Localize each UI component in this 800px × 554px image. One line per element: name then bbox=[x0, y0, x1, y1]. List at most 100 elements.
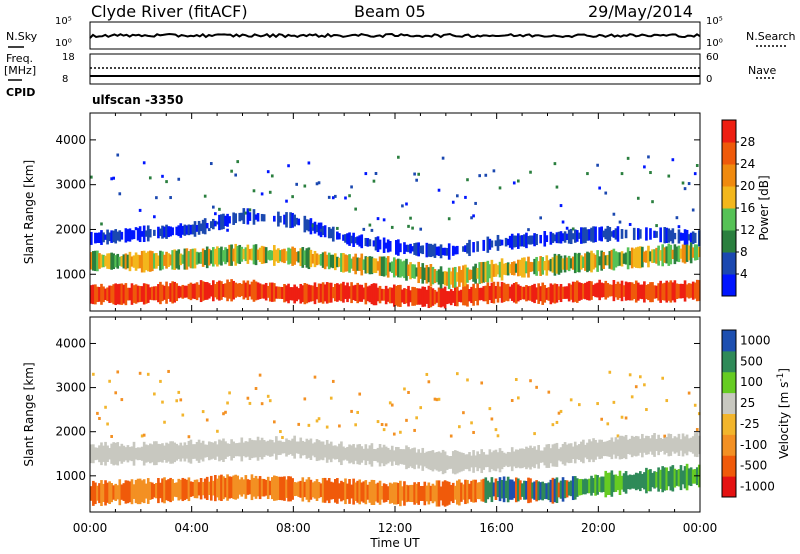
velocity-zero-band bbox=[478, 454, 481, 469]
nave-top-tick: 60 bbox=[706, 52, 719, 63]
power-echo-mid bbox=[161, 251, 164, 270]
power-echo-mid bbox=[388, 262, 392, 272]
power-speck bbox=[411, 226, 414, 230]
velocity-zero-band bbox=[553, 443, 557, 467]
power-speck bbox=[303, 184, 307, 188]
power-echo-low bbox=[159, 281, 162, 305]
power-echo-low bbox=[195, 282, 199, 301]
power-echo-mid bbox=[514, 263, 518, 273]
velocity-echo bbox=[301, 477, 305, 502]
power-echo-mid bbox=[510, 262, 514, 276]
velocity-echo bbox=[98, 483, 101, 504]
velocity-echo bbox=[671, 465, 675, 492]
power-echo-low bbox=[346, 282, 349, 303]
power-echo-high bbox=[636, 228, 640, 240]
power-echo-mid bbox=[279, 250, 282, 262]
velocity-echo bbox=[401, 486, 404, 501]
power-echo-low bbox=[643, 281, 646, 303]
velocity-echo bbox=[411, 484, 414, 503]
power-echo-high bbox=[571, 233, 575, 240]
power-echo-low bbox=[675, 283, 679, 300]
power-echo-high bbox=[90, 231, 93, 245]
velocity-echo bbox=[602, 476, 606, 493]
velocity-speck bbox=[697, 412, 701, 416]
power-echo-mid bbox=[199, 251, 203, 264]
power-echo-low bbox=[331, 287, 335, 299]
velocity-speck bbox=[114, 391, 118, 395]
velocity-colorbar-segment bbox=[722, 455, 736, 477]
velocity-zero-band bbox=[283, 441, 286, 454]
velocity-speck bbox=[254, 387, 258, 391]
power-speck bbox=[464, 195, 467, 199]
power-echo-low bbox=[323, 284, 327, 302]
power-echo-mid bbox=[372, 258, 376, 273]
velocity-zero-band bbox=[584, 444, 587, 458]
power-echo-low bbox=[596, 282, 599, 298]
velocity-echo bbox=[547, 482, 551, 501]
power-echo-mid bbox=[624, 252, 628, 265]
velocity-speck bbox=[578, 403, 581, 407]
power-echo-mid bbox=[90, 252, 93, 270]
power-colorbar-title: Power [dB] bbox=[757, 175, 771, 240]
power-echo-low bbox=[474, 288, 477, 301]
velocity-zero-band bbox=[612, 441, 616, 455]
velocity-zero-band bbox=[569, 443, 573, 463]
freq-label: Freq. bbox=[6, 52, 34, 65]
power-echo-high bbox=[354, 237, 357, 244]
power-echo-mid bbox=[120, 256, 124, 267]
velocity-echo bbox=[578, 479, 581, 496]
velocity-speck bbox=[529, 379, 532, 383]
velocity-zero-band bbox=[358, 444, 362, 465]
power-echo-mid bbox=[102, 254, 105, 268]
velocity-echo bbox=[535, 480, 538, 502]
power-echo-mid bbox=[539, 256, 542, 276]
velocity-echo bbox=[167, 479, 170, 502]
power-echo-low bbox=[677, 283, 681, 299]
velocity-colorbar-bracket: ] bbox=[777, 368, 791, 373]
velocity-zero-band bbox=[413, 447, 416, 470]
power-echo-mid bbox=[451, 267, 455, 288]
power-echo-high bbox=[112, 230, 115, 243]
velocity-speck bbox=[201, 410, 205, 414]
power-echo-mid bbox=[517, 259, 520, 277]
velocity-speck bbox=[433, 397, 437, 401]
velocity-echo bbox=[449, 484, 453, 502]
velocity-echo bbox=[187, 477, 191, 502]
velocity-echo bbox=[236, 475, 240, 499]
velocity-speck bbox=[559, 409, 563, 413]
power-echo-low bbox=[169, 283, 172, 302]
power-echo-low bbox=[224, 283, 227, 298]
velocity-echo bbox=[384, 484, 388, 502]
velocity-echo bbox=[661, 466, 664, 493]
velocity-zero-band bbox=[191, 444, 195, 459]
power-echo-low bbox=[108, 285, 111, 303]
power-echo-low bbox=[258, 283, 262, 300]
power-echo-high bbox=[331, 226, 335, 242]
power-echo-low bbox=[96, 286, 99, 303]
power-echo-high bbox=[665, 227, 669, 244]
velocity-zero-band bbox=[411, 448, 414, 469]
power-echo-mid bbox=[559, 255, 563, 273]
power-echo-mid bbox=[148, 250, 152, 272]
velocity-echo bbox=[220, 474, 223, 502]
velocity-echo bbox=[590, 475, 593, 496]
power-speck bbox=[311, 224, 315, 228]
power-echo-high bbox=[500, 239, 504, 246]
velocity-echo bbox=[142, 479, 146, 504]
velocity-echo bbox=[140, 480, 144, 503]
power-echo-high bbox=[305, 219, 309, 231]
velocity-zero-band bbox=[482, 452, 486, 470]
power-echo-low bbox=[679, 283, 683, 299]
power-echo-high bbox=[248, 212, 252, 221]
power-echo-low bbox=[630, 282, 634, 301]
velocity-echo bbox=[348, 479, 351, 504]
power-echo-mid bbox=[157, 255, 160, 266]
power-echo-low bbox=[510, 284, 514, 301]
velocity-zero-band bbox=[203, 444, 207, 458]
power-echo-mid bbox=[399, 259, 402, 278]
velocity-echo bbox=[344, 478, 347, 505]
velocity-echo bbox=[537, 481, 540, 501]
power-echo-mid bbox=[435, 270, 439, 283]
power-echo-high bbox=[545, 235, 549, 243]
power-echo-high bbox=[197, 220, 201, 235]
